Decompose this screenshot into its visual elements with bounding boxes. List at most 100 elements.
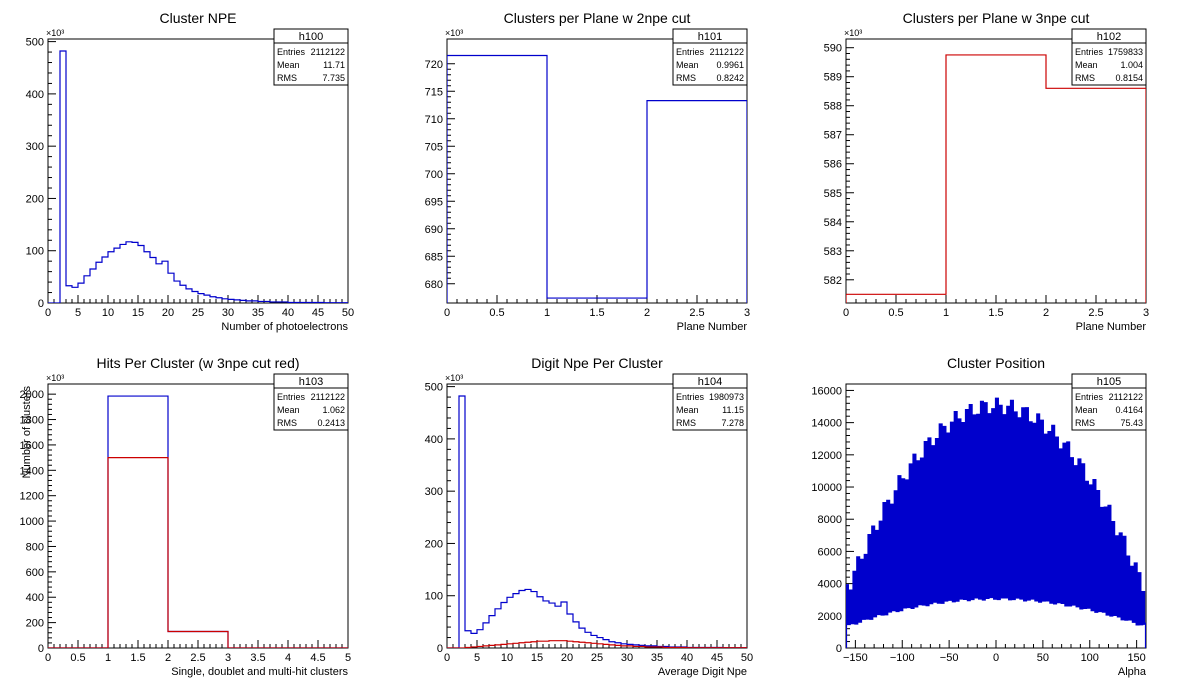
histogram-bin <box>108 396 168 648</box>
histogram-bin <box>990 597 992 648</box>
histogram-bin <box>960 599 962 648</box>
y-tick-label: 2000 <box>20 389 44 401</box>
x-tick-label: 4 <box>285 652 291 664</box>
x-tick-label: −100 <box>890 652 915 664</box>
histogram-bin <box>979 598 981 648</box>
stats-label: RMS <box>277 418 297 428</box>
stats-box: h103 Entries 2112122 Mean 1.062 RMS 0.2413 <box>273 373 349 431</box>
y-tick-label: 589 <box>824 72 842 84</box>
histogram-bin <box>591 643 597 648</box>
x-tick-label: 50 <box>342 307 354 319</box>
histogram-series-0 <box>447 395 747 648</box>
stats-box-frame <box>1071 373 1147 431</box>
histogram-bin <box>934 602 936 648</box>
stats-box-name: h104 <box>698 376 722 388</box>
stats-value: 1980973 <box>709 392 744 402</box>
histogram-bin <box>144 252 150 303</box>
x-tick-label: −50 <box>940 652 959 664</box>
histogram-series-0 <box>846 397 1146 648</box>
histogram-bin <box>1114 615 1116 648</box>
stats-value: 0.9961 <box>716 60 744 70</box>
histogram-bin <box>1084 608 1086 648</box>
x-tick-label: 35 <box>651 652 663 664</box>
stats-value: 1.004 <box>1120 60 1143 70</box>
stats-value: 2112122 <box>1109 392 1143 402</box>
y-tick-label: 1800 <box>20 415 44 427</box>
x-tick-label: 0 <box>843 307 849 319</box>
y-tick-label: 0 <box>437 643 443 655</box>
histogram-bin <box>573 622 579 648</box>
histogram-bin <box>180 285 186 303</box>
x-tick-label: 30 <box>222 307 234 319</box>
histogram-bin <box>555 606 561 648</box>
x-tick-label: 2 <box>1043 307 1049 319</box>
histogram-bin <box>975 597 977 648</box>
stats-value: 0.8154 <box>1115 73 1143 83</box>
y-tick-label: 1200 <box>20 491 44 503</box>
histogram-bin <box>108 458 168 648</box>
x-tick-label: 15 <box>531 652 543 664</box>
histogram-bin <box>465 631 471 648</box>
x-axis-label: Plane Number <box>677 321 748 333</box>
histogram-bin <box>156 264 162 303</box>
y-tick-label: 0 <box>836 643 842 655</box>
y-tick-label: 588 <box>824 101 842 113</box>
histogram-bin <box>953 601 955 648</box>
y-tick-label: 400 <box>26 89 44 101</box>
histogram-bin <box>204 295 210 303</box>
histogram-bin <box>893 610 895 648</box>
histogram-bin <box>946 55 1046 303</box>
y-tick-label: 200 <box>425 538 443 550</box>
histogram-bin <box>930 603 932 648</box>
histogram-bin <box>1050 603 1052 648</box>
x-tick-label: −150 <box>843 652 868 664</box>
histogram-bin <box>1024 600 1026 648</box>
histogram-bin <box>1107 614 1109 648</box>
x-tick-label: 0 <box>993 652 999 664</box>
y-tick-label: 1600 <box>20 440 44 452</box>
histogram-bin <box>859 622 861 648</box>
y-tick-label: 400 <box>26 592 44 604</box>
x-tick-label: 2 <box>165 652 171 664</box>
histogram-bin <box>987 598 989 648</box>
histogram-bin <box>1058 602 1060 648</box>
histogram-bin <box>1009 599 1011 648</box>
x-tick-label: 0.5 <box>70 652 85 664</box>
histogram-bin <box>489 616 495 648</box>
y-tick-label: 685 <box>425 251 443 263</box>
stats-box: h102 Entries 1759833 Mean 1.004 RMS 0.8154 <box>1071 28 1147 86</box>
x-tick-label: 50 <box>741 652 753 664</box>
chart-title: Clusters per Plane w 2npe cut <box>504 10 691 26</box>
histogram-bin <box>198 294 204 303</box>
histogram-bin <box>174 281 180 303</box>
stats-label: RMS <box>676 418 696 428</box>
histogram-bin <box>513 594 519 648</box>
histogram-bin <box>531 592 537 648</box>
data-layer <box>48 50 348 303</box>
y-tick-label: 585 <box>824 188 842 200</box>
x-tick-label: 45 <box>711 652 723 664</box>
y-tick-label: 584 <box>824 217 842 229</box>
histogram-bin <box>78 283 84 303</box>
histogram-bin <box>983 599 985 648</box>
y-tick-label: 6000 <box>818 546 842 558</box>
stats-value: 7.278 <box>721 418 744 428</box>
histogram-bin <box>591 635 597 648</box>
x-tick-label: 5 <box>345 652 351 664</box>
histogram-bin <box>885 614 887 648</box>
histogram-bin <box>168 273 174 303</box>
histogram-bin <box>471 633 477 648</box>
chart-h103: Hits Per Cluster (w 3npe cut red) 0 0.5 1 1.… <box>20 355 352 678</box>
histogram-bin <box>66 286 72 303</box>
y-tick-label: 587 <box>824 130 842 142</box>
histogram-bin <box>1103 612 1105 648</box>
histogram-bin <box>549 641 555 648</box>
histogram-bin <box>138 245 144 303</box>
x-tick-label: 20 <box>561 652 573 664</box>
stats-label: RMS <box>1075 418 1095 428</box>
stats-value: 2112122 <box>311 47 345 57</box>
stats-label: Entries <box>277 392 306 402</box>
histogram-bin <box>867 619 869 648</box>
histogram-bin <box>447 56 547 304</box>
y-tick-label: 0 <box>38 643 44 655</box>
